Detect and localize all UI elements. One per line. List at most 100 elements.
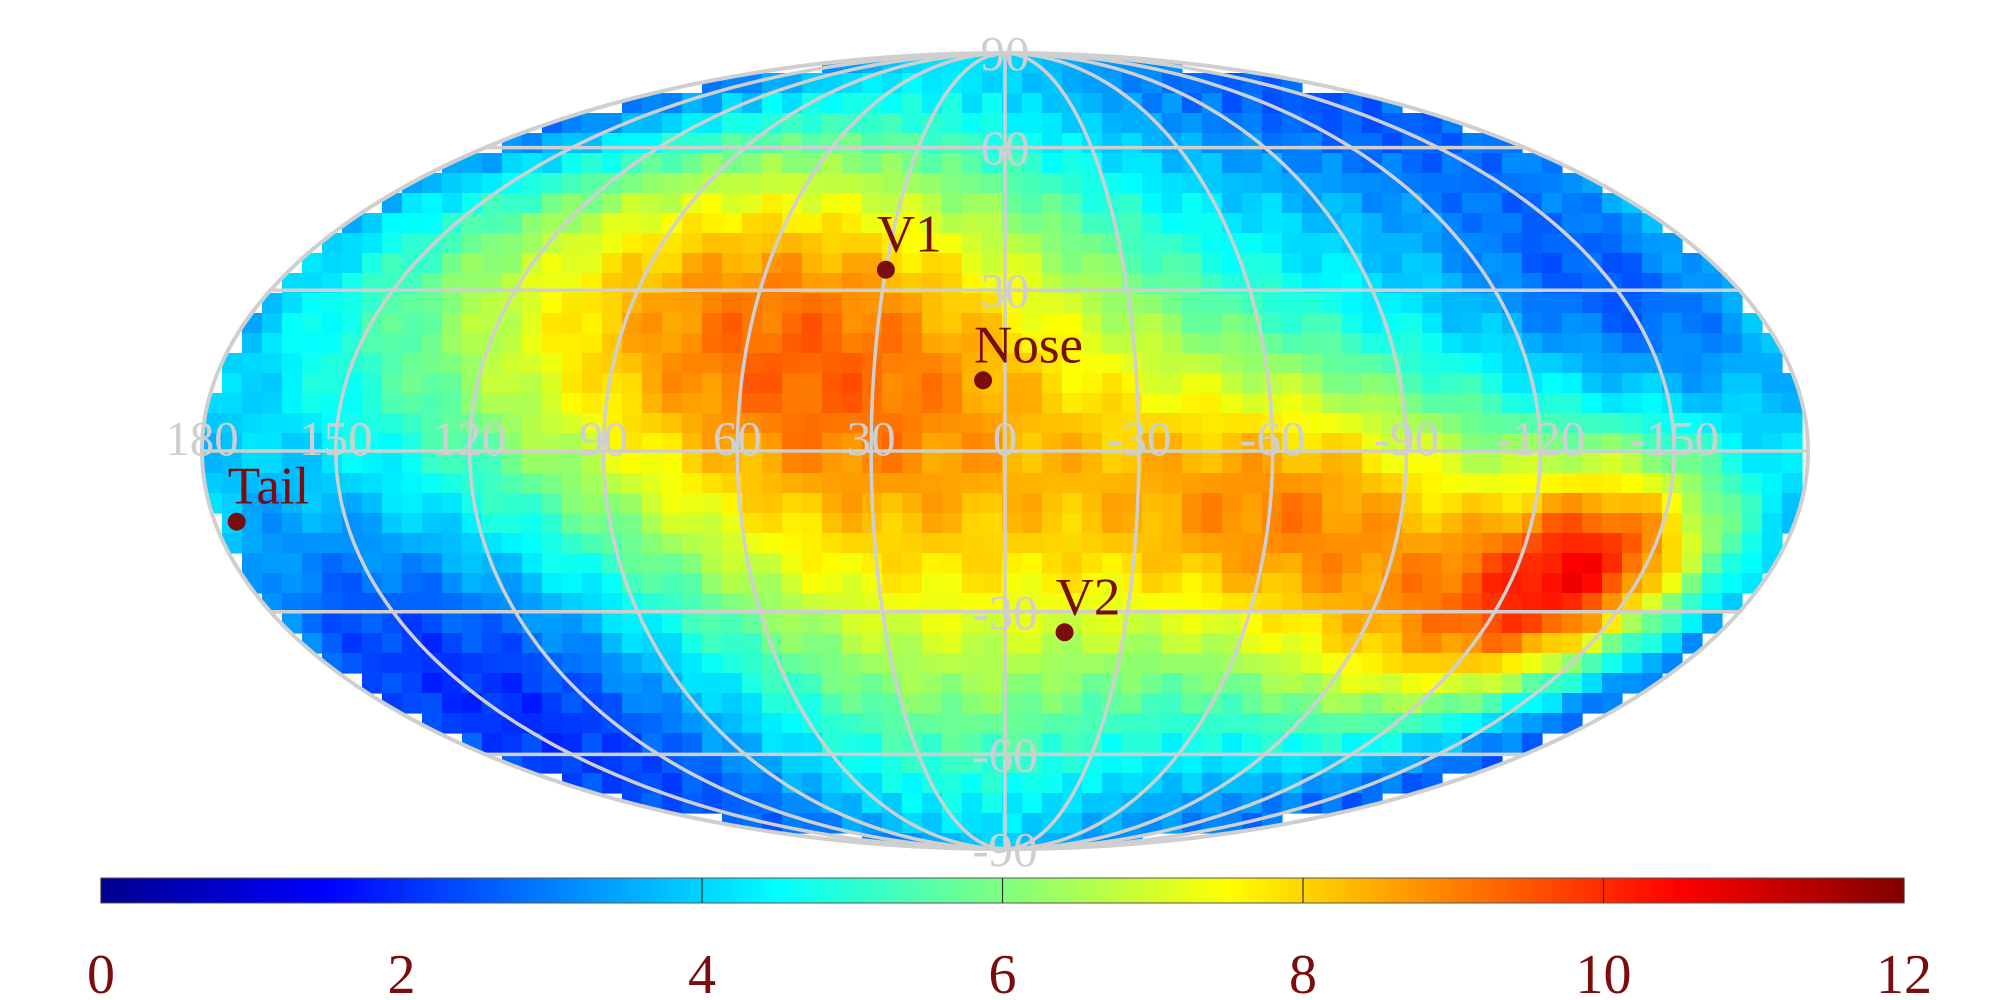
heatmap-cell	[402, 613, 423, 634]
heatmap-cell	[342, 553, 363, 574]
heatmap-cell	[562, 353, 583, 374]
heatmap-cell	[1082, 573, 1103, 594]
heatmap-cell	[1482, 473, 1503, 494]
heatmap-cell	[1002, 153, 1023, 174]
heatmap-cell	[1402, 593, 1423, 614]
heatmap-cell	[1422, 633, 1443, 654]
heatmap-cell	[1442, 173, 1463, 194]
heatmap-cell	[362, 233, 383, 254]
heatmap-cell	[402, 593, 423, 614]
heatmap-cell	[462, 233, 483, 254]
heatmap-cell	[762, 693, 783, 714]
heatmap-cell	[1462, 613, 1483, 634]
heatmap-cell	[1302, 353, 1323, 374]
heatmap-cell	[382, 313, 403, 334]
heatmap-cell	[422, 633, 443, 654]
heatmap-cell	[1442, 493, 1463, 514]
heatmap-cell	[222, 413, 243, 434]
heatmap-cell	[782, 493, 803, 514]
heatmap-cell	[562, 333, 583, 354]
heatmap-cell	[542, 693, 563, 714]
heatmap-cell	[362, 333, 383, 354]
heatmap-cell	[322, 353, 343, 374]
heatmap-cell	[1162, 493, 1183, 514]
heatmap-cell	[1362, 173, 1383, 194]
heatmap-cell	[962, 553, 983, 574]
heatmap-cell	[842, 633, 863, 654]
heatmap-cell	[1182, 773, 1203, 794]
heatmap-cell	[1562, 493, 1583, 514]
heatmap-cell	[682, 453, 703, 474]
heatmap-cell	[862, 593, 883, 614]
heatmap-cell	[1002, 313, 1023, 334]
heatmap-cell	[1722, 473, 1743, 494]
heatmap-cell	[502, 553, 523, 574]
heatmap-cell	[1382, 293, 1403, 314]
heatmap-cell	[402, 513, 423, 534]
heatmap-cell	[1462, 273, 1483, 294]
heatmap-cell	[1182, 393, 1203, 414]
heatmap-cell	[1162, 633, 1183, 654]
heatmap-cell	[1222, 453, 1243, 474]
longitude-label: -120	[1495, 411, 1585, 466]
heatmap-cell	[742, 773, 763, 794]
heatmap-cell	[1402, 513, 1423, 534]
heatmap-cell	[1102, 793, 1123, 814]
heatmap-cell	[1522, 593, 1543, 614]
heatmap-cell	[1222, 293, 1243, 314]
heatmap-cell	[1362, 473, 1383, 494]
heatmap-cell	[1022, 533, 1043, 554]
heatmap-cell	[1442, 633, 1463, 654]
heatmap-cell	[342, 413, 363, 434]
heatmap-cell	[1362, 313, 1383, 334]
heatmap-cell	[282, 613, 303, 634]
heatmap-cell	[722, 153, 743, 174]
heatmap-cell	[542, 273, 563, 294]
heatmap-cell	[1062, 593, 1083, 614]
heatmap-cell	[1062, 313, 1083, 334]
heatmap-cell	[822, 593, 843, 614]
heatmap-cell	[1402, 353, 1423, 374]
heatmap-cell	[502, 533, 523, 554]
heatmap-cell	[1362, 133, 1383, 154]
heatmap-cell	[782, 593, 803, 614]
heatmap-cell	[1342, 153, 1363, 174]
heatmap-cell	[1522, 273, 1543, 294]
heatmap-cell	[622, 253, 643, 274]
heatmap-cell	[1462, 753, 1483, 774]
heatmap-cell	[862, 673, 883, 694]
heatmap-cell	[802, 693, 823, 714]
heatmap-cell	[722, 333, 743, 354]
heatmap-cell	[702, 533, 723, 554]
heatmap-cell	[622, 613, 643, 634]
heatmap-cell	[902, 233, 923, 254]
heatmap-cell	[1442, 473, 1463, 494]
heatmap-cell	[542, 553, 563, 574]
heatmap-cell	[282, 573, 303, 594]
heatmap-cell	[862, 173, 883, 194]
heatmap-cell	[862, 353, 883, 374]
heatmap-cell	[822, 453, 843, 474]
heatmap-cell	[1322, 293, 1343, 314]
heatmap-cell	[742, 373, 763, 394]
heatmap-cell	[1102, 293, 1123, 314]
heatmap-cell	[1062, 573, 1083, 594]
heatmap-cell	[1322, 353, 1343, 374]
heatmap-cell	[582, 533, 603, 554]
heatmap-cell	[1202, 313, 1223, 334]
heatmap-cell	[482, 493, 503, 514]
heatmap-cell	[882, 313, 903, 334]
heatmap-cell	[502, 213, 523, 234]
heatmap-cell	[1642, 613, 1663, 634]
heatmap-cell	[1422, 733, 1443, 754]
heatmap-cell	[1622, 353, 1643, 374]
heatmap-cell	[642, 173, 663, 194]
heatmap-cell	[1342, 393, 1363, 414]
heatmap-cell	[362, 353, 383, 374]
heatmap-cell	[342, 453, 363, 474]
heatmap-cell	[982, 153, 1003, 174]
heatmap-cell	[502, 513, 523, 534]
heatmap-cell	[1282, 133, 1303, 154]
heatmap-cell	[1182, 213, 1203, 234]
heatmap-cell	[1162, 513, 1183, 534]
